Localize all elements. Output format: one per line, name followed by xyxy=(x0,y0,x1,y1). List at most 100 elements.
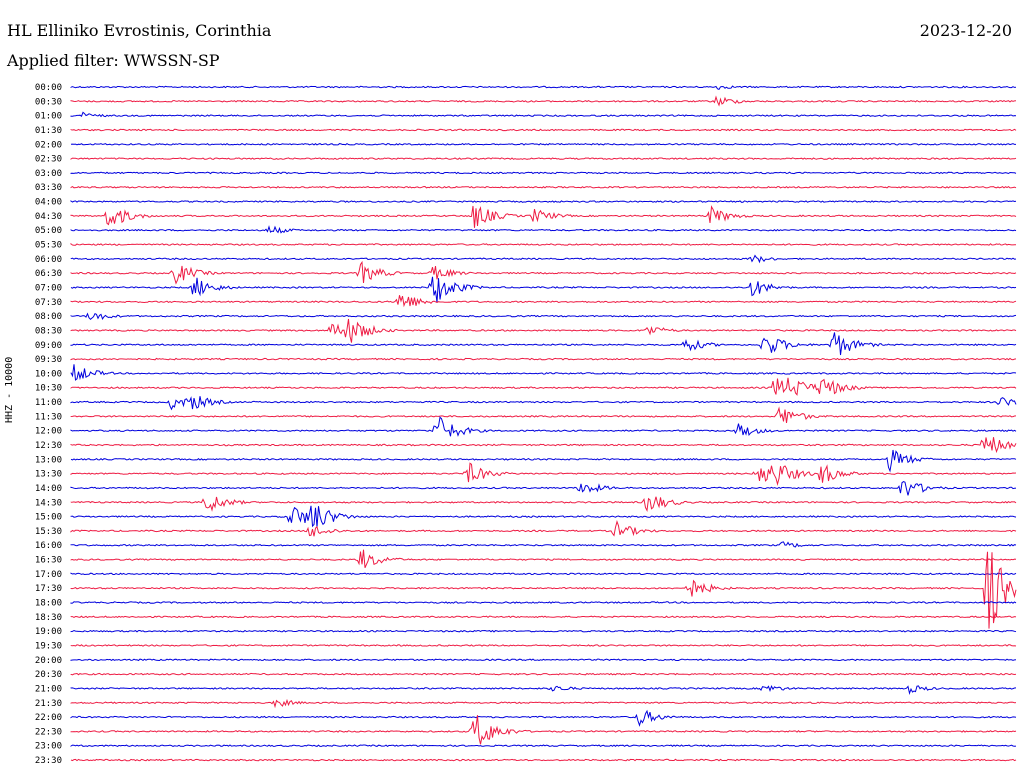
time-tick-label: 02:00 xyxy=(35,140,62,150)
time-tick-label: 21:00 xyxy=(35,684,62,694)
time-tick-label: 04:30 xyxy=(35,212,62,222)
time-tick-label: 19:00 xyxy=(35,627,62,637)
time-tick-label: 22:00 xyxy=(35,713,62,723)
trace-line xyxy=(70,312,1017,321)
time-tick-label: 22:30 xyxy=(35,727,62,737)
trace-line xyxy=(70,758,1017,762)
time-tick-label: 19:30 xyxy=(35,641,62,651)
time-tick-label: 08:00 xyxy=(35,312,62,322)
trace-line xyxy=(70,684,1017,695)
trace-line xyxy=(70,449,1017,473)
trace-line xyxy=(70,520,1017,537)
trace-line xyxy=(70,295,1017,308)
time-tick-label: 15:00 xyxy=(35,513,62,523)
station-title: HL Elliniko Evrostinis, Corinthia xyxy=(7,21,272,40)
trace-line xyxy=(70,276,1017,303)
trace-line xyxy=(70,396,1017,411)
trace-line xyxy=(70,541,1017,548)
time-tick-label: 14:00 xyxy=(35,484,62,494)
trace-line xyxy=(70,406,1017,423)
time-tick-label: 05:00 xyxy=(35,226,62,236)
trace-line xyxy=(70,254,1017,264)
time-tick-label: 09:00 xyxy=(35,341,62,351)
trace-line xyxy=(70,142,1016,146)
trace-line xyxy=(70,644,1017,647)
trace-line xyxy=(70,225,1017,234)
trace-line xyxy=(70,672,1017,676)
time-tick-label: 11:00 xyxy=(35,398,62,408)
time-tick-label: 11:30 xyxy=(35,412,62,422)
trace-line xyxy=(70,205,1017,228)
time-tick-label: 09:30 xyxy=(35,355,62,365)
time-tick-label: 16:30 xyxy=(35,556,62,566)
time-tick-label: 13:30 xyxy=(35,470,62,480)
time-tick-label: 06:30 xyxy=(35,269,62,279)
time-tick-label: 00:30 xyxy=(35,97,62,107)
time-tick-label: 16:00 xyxy=(35,541,62,551)
time-tick-label: 12:00 xyxy=(35,427,62,437)
trace-line xyxy=(70,416,1017,437)
trace-line xyxy=(70,318,1017,343)
filter-subtitle: Applied filter: WWSSN-SP xyxy=(7,51,220,70)
trace-line xyxy=(70,481,1017,496)
time-tick-label: 18:30 xyxy=(35,613,62,623)
trace-line xyxy=(70,462,1017,486)
time-tick-label: 18:00 xyxy=(35,599,62,609)
trace-line xyxy=(70,615,1017,619)
time-tick-label: 10:00 xyxy=(35,369,62,379)
trace-line xyxy=(70,185,1017,189)
trace-line xyxy=(70,377,1017,396)
time-tick-label: 08:30 xyxy=(35,326,62,336)
time-tick-label: 04:00 xyxy=(35,198,62,208)
time-tick-label: 12:30 xyxy=(35,441,62,451)
trace-line xyxy=(70,505,1017,528)
trace-line xyxy=(70,715,1017,745)
time-tick-label: 17:30 xyxy=(35,584,62,594)
trace-line xyxy=(70,111,1017,118)
time-tick-label: 00:00 xyxy=(35,83,62,93)
trace-line xyxy=(70,658,1017,662)
time-tick-label: 01:30 xyxy=(35,126,62,136)
time-tick-label: 06:00 xyxy=(35,255,62,265)
trace-line xyxy=(70,242,1017,246)
trace-line xyxy=(70,601,1017,604)
trace-line xyxy=(70,437,1017,454)
time-tick-label: 07:30 xyxy=(35,298,62,308)
trace-line xyxy=(70,549,1017,568)
trace-line xyxy=(70,496,1017,513)
time-tick-label: 02:30 xyxy=(35,155,62,165)
time-tick-label: 20:30 xyxy=(35,670,62,680)
trace-line xyxy=(70,332,1017,356)
trace-line xyxy=(70,551,1017,629)
trace-line xyxy=(70,157,1017,160)
time-tick-label: 05:30 xyxy=(35,241,62,251)
time-tick-label: 13:00 xyxy=(35,455,62,465)
trace-line xyxy=(70,171,1017,175)
trace-line xyxy=(70,744,1017,748)
trace-line xyxy=(70,200,1017,203)
time-tick-label: 14:30 xyxy=(35,498,62,508)
time-tick-label: 10:30 xyxy=(35,384,62,394)
time-tick-label: 15:30 xyxy=(35,527,62,537)
time-tick-label: 03:00 xyxy=(35,169,62,179)
time-tick-label: 01:00 xyxy=(35,112,62,122)
time-tick-label: 23:30 xyxy=(35,756,62,766)
time-tick-label: 07:00 xyxy=(35,283,62,293)
time-tick-label: 20:00 xyxy=(35,656,62,666)
date-label: 2023-12-20 xyxy=(919,21,1012,40)
trace-line xyxy=(70,85,1017,91)
trace-line xyxy=(70,629,1017,633)
trace-line xyxy=(70,95,1017,107)
trace-line xyxy=(70,357,1017,361)
trace-line xyxy=(70,364,1017,381)
trace-line xyxy=(70,128,1017,132)
time-tick-label: 21:30 xyxy=(35,699,62,709)
trace-line xyxy=(70,698,1017,709)
trace-line xyxy=(70,260,1017,285)
time-tick-label: 03:30 xyxy=(35,183,62,193)
trace-line xyxy=(70,709,1017,727)
time-tick-label: 23:00 xyxy=(35,742,62,752)
trace-line xyxy=(70,572,1017,576)
time-tick-label: 17:00 xyxy=(35,570,62,580)
